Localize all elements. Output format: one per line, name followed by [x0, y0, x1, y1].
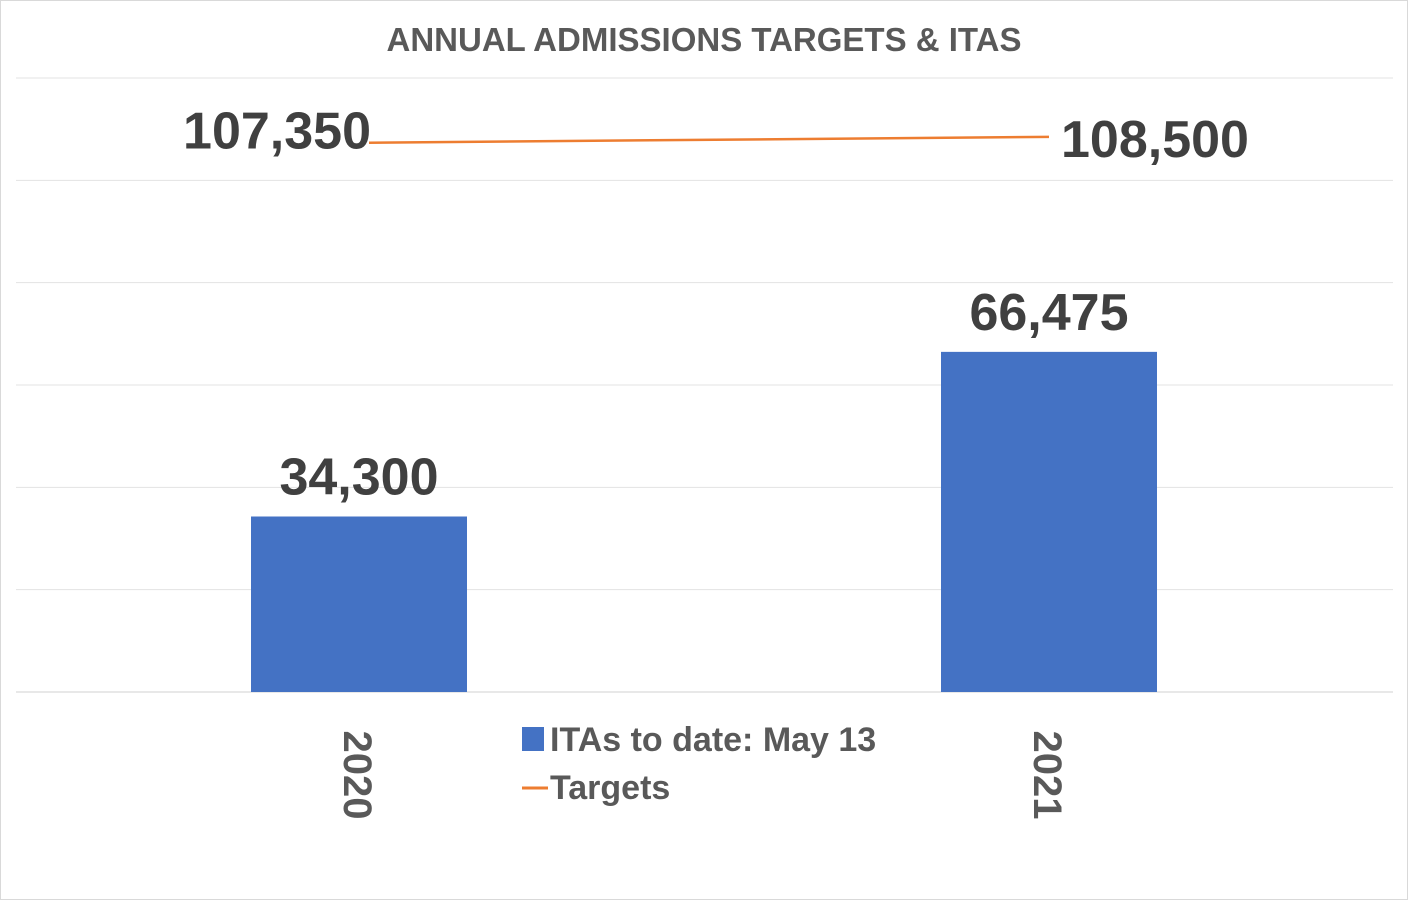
legend-label-targets: Targets: [550, 769, 670, 807]
target-label-2021: 108,500: [1061, 111, 1249, 169]
gridlines: [16, 77, 1393, 693]
target-line-segment: [368, 135, 1050, 144]
legend-swatch-itas: [522, 727, 544, 751]
legend-label-itas: ITAs to date: May 13: [550, 721, 876, 759]
bar-label-2020: 34,300: [279, 448, 438, 506]
x-tick-2021: 2021: [1025, 731, 1069, 820]
target-label-2020: 107,350: [183, 103, 371, 161]
bar-2021: [941, 351, 1157, 692]
x-tick-2020: 2020: [335, 731, 379, 820]
legend: ITAs to date: May 13 Targets: [522, 721, 876, 807]
x-axis-ticks: 2020 2021: [335, 731, 1069, 820]
chart-title: ANNUAL ADMISSIONS TARGETS & ITAS: [387, 21, 1022, 58]
target-line: [368, 135, 1050, 144]
bar-label-2021: 66,475: [969, 284, 1128, 342]
bar-2020: [251, 516, 467, 692]
data-labels: 34,300 66,475 107,350 108,500: [183, 103, 1249, 507]
bars: [251, 351, 1157, 692]
